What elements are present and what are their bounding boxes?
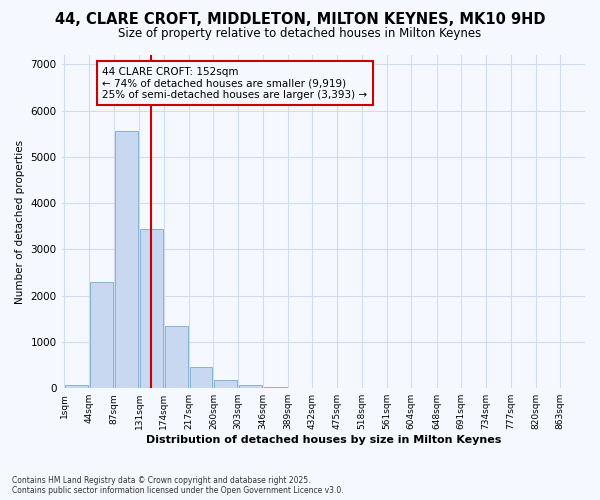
Bar (165, 326, 188, 388)
Bar (214, 380, 237, 388)
Bar (115, 132, 138, 388)
Text: Contains HM Land Registry data © Crown copyright and database right 2025.
Contai: Contains HM Land Registry data © Crown c… (12, 476, 344, 495)
Bar (190, 367, 212, 388)
X-axis label: Distribution of detached houses by size in Milton Keynes: Distribution of detached houses by size … (146, 435, 501, 445)
Text: Size of property relative to detached houses in Milton Keynes: Size of property relative to detached ho… (118, 28, 482, 40)
Text: 44, CLARE CROFT, MIDDLETON, MILTON KEYNES, MK10 9HD: 44, CLARE CROFT, MIDDLETON, MILTON KEYNE… (55, 12, 545, 28)
Y-axis label: Number of detached properties: Number of detached properties (15, 140, 25, 304)
Bar (264, 387, 287, 388)
Text: 44 CLARE CROFT: 152sqm
← 74% of detached houses are smaller (9,919)
25% of semi-: 44 CLARE CROFT: 152sqm ← 74% of detached… (103, 66, 368, 100)
Bar (65, 386, 88, 388)
Bar (239, 384, 262, 388)
Bar (90, 282, 113, 388)
Bar (140, 228, 163, 388)
